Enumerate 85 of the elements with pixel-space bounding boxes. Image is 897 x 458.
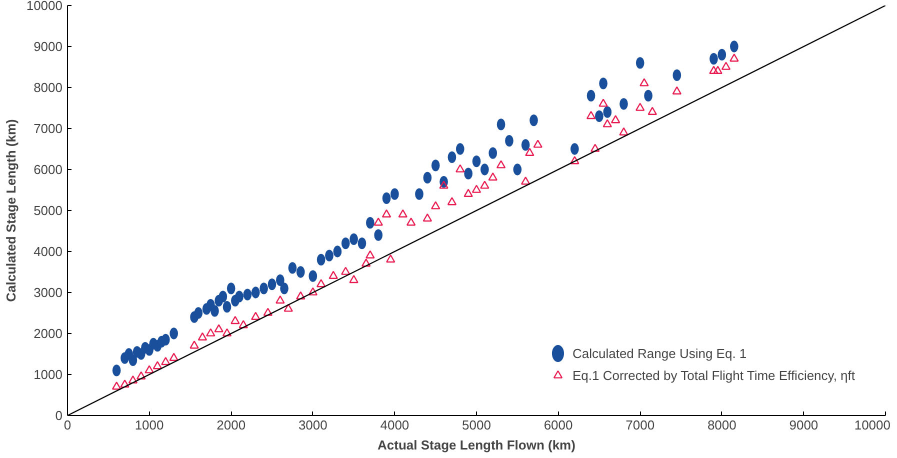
- point: [349, 274, 358, 284]
- point: [672, 86, 682, 95]
- point: [533, 140, 542, 148]
- point: [636, 102, 645, 111]
- y-tick-label: 5000: [34, 203, 62, 218]
- point: [398, 209, 408, 218]
- point: [136, 371, 146, 380]
- point: [366, 250, 375, 259]
- point: [206, 328, 216, 336]
- point: [230, 316, 240, 324]
- y-tick-label: 2000: [34, 326, 62, 341]
- x-tick-label: 1000: [134, 418, 164, 432]
- point: [520, 176, 530, 185]
- x-tick-label: 9000: [789, 418, 818, 432]
- y-tick-label: 3000: [34, 285, 62, 300]
- point: [374, 218, 383, 226]
- point: [161, 356, 170, 366]
- y-tick-label: 8000: [34, 80, 62, 95]
- point: [128, 375, 138, 384]
- point: [709, 66, 718, 74]
- point: [112, 382, 122, 390]
- point: [284, 304, 293, 312]
- point: [169, 352, 178, 362]
- point: [316, 279, 326, 288]
- point: [308, 287, 318, 296]
- x-tick-label: 5000: [462, 418, 491, 432]
- x-tick-label: 7000: [626, 418, 655, 432]
- point: [328, 270, 338, 280]
- point: [496, 160, 506, 168]
- x-tick-label: 3000: [298, 418, 328, 432]
- point: [422, 213, 432, 222]
- point: [439, 180, 448, 189]
- point: [590, 144, 600, 152]
- point: [386, 254, 396, 263]
- point: [472, 184, 482, 193]
- point: [721, 62, 731, 70]
- x-tick-label: 6000: [544, 418, 573, 432]
- point: [480, 180, 490, 189]
- point: [713, 66, 722, 74]
- point: [619, 127, 628, 136]
- point: [296, 291, 306, 300]
- y-tick-label: 4000: [34, 244, 62, 259]
- point: [361, 258, 371, 267]
- point: [525, 148, 534, 156]
- x-axis-title: Actual Stage Length Flown (km): [378, 438, 576, 452]
- point: [341, 266, 350, 275]
- legend-label: Eq.1 Corrected by Total Flight Time Efficiency, ηft: [572, 368, 855, 382]
- point: [640, 78, 649, 86]
- point: [382, 209, 392, 218]
- y-tick-label: 9000: [34, 39, 62, 54]
- point: [730, 54, 739, 62]
- x-tick-label: 2000: [216, 418, 246, 432]
- point: [190, 340, 199, 349]
- point: [198, 332, 208, 341]
- point: [648, 106, 657, 116]
- y-axis-title: Calculated Stage Length (km): [3, 119, 18, 302]
- point: [602, 119, 612, 128]
- x-tick-label: 10000: [854, 418, 891, 432]
- y-tick-label: 1000: [34, 367, 62, 382]
- point: [406, 218, 416, 226]
- point: [120, 380, 130, 388]
- point: [144, 365, 154, 374]
- y-tick-label: 7000: [34, 121, 62, 136]
- y-tick-label: 0: [55, 408, 63, 423]
- point: [431, 201, 440, 210]
- point: [598, 98, 608, 107]
- point: [152, 361, 162, 370]
- point: [586, 110, 596, 120]
- point: [464, 188, 473, 198]
- point: [447, 197, 457, 206]
- y-tick-label: 10000: [26, 0, 63, 13]
- point: [488, 172, 498, 181]
- point: [238, 320, 248, 328]
- point: [456, 164, 465, 172]
- point: [570, 156, 580, 164]
- point: [251, 312, 260, 320]
- x-tick-label: 8000: [707, 418, 736, 432]
- point: [610, 115, 620, 124]
- point: [263, 308, 273, 316]
- y-tick-label: 6000: [34, 162, 62, 177]
- point: [214, 324, 224, 332]
- point: [276, 295, 285, 304]
- legend-label: Calculated Range Using Eq. 1: [572, 346, 747, 360]
- x-tick-label: 4000: [380, 418, 410, 432]
- point: [222, 328, 232, 336]
